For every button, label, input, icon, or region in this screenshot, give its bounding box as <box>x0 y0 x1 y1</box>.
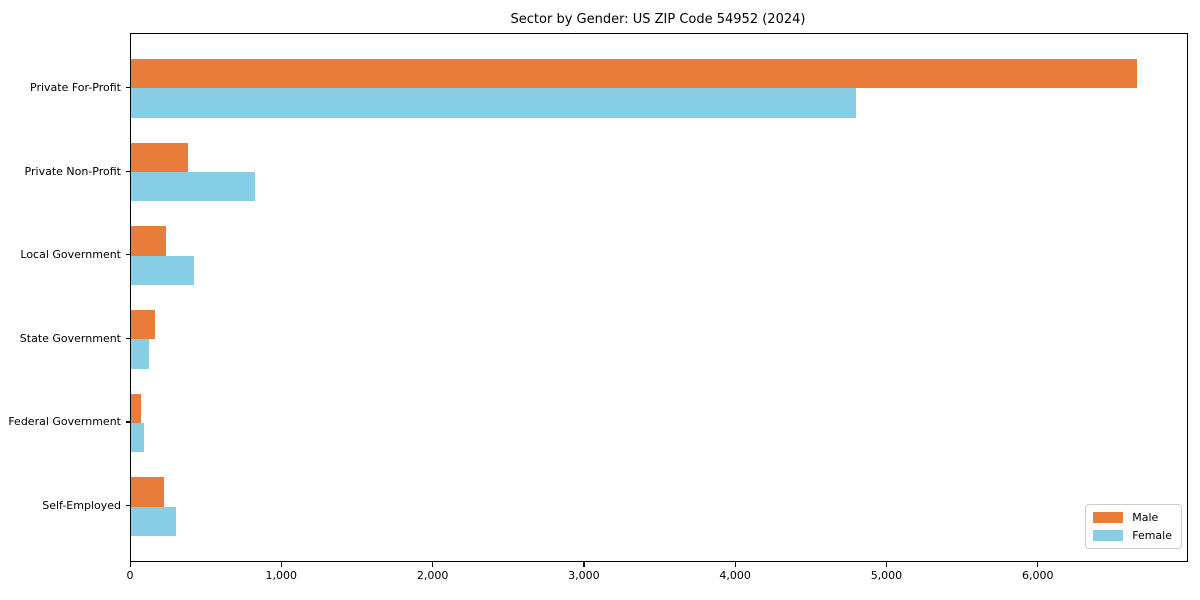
x-tick-mark <box>583 562 585 567</box>
x-tick-label: 4,000 <box>719 569 751 582</box>
bar-male-private-for-profit <box>131 59 1138 89</box>
legend-label: Male <box>1132 511 1159 524</box>
bar-male-self-employed <box>131 477 164 507</box>
x-tick-mark <box>734 562 736 567</box>
legend-item-female: Female <box>1093 529 1172 542</box>
y-tick-label: Private For-Profit <box>30 80 121 94</box>
bar-female-private-non-profit <box>131 172 256 202</box>
plot-area <box>130 33 1188 562</box>
bar-female-private-for-profit <box>131 88 857 118</box>
legend-item-male: Male <box>1093 511 1172 524</box>
x-tick-label: 5,000 <box>870 569 903 582</box>
legend-swatch-male <box>1093 512 1124 523</box>
legend-swatch-female <box>1093 530 1124 541</box>
bar-female-state-government <box>131 339 150 369</box>
y-tick-label: Private Non-Profit <box>24 164 121 178</box>
x-tick-mark <box>129 562 131 567</box>
bar-male-local-government <box>131 226 166 256</box>
y-tick-label: State Government <box>19 331 121 345</box>
x-tick-mark <box>432 562 434 567</box>
x-tick-mark <box>280 562 282 567</box>
bar-female-federal-government <box>131 422 144 453</box>
bar-female-local-government <box>131 255 194 285</box>
y-tick-label: Federal Government <box>8 415 121 429</box>
x-tick-label: 2,000 <box>416 569 449 582</box>
x-tick-label: 0 <box>126 569 134 582</box>
x-tick-label: 3,000 <box>568 569 600 582</box>
y-tick-mark <box>126 86 131 89</box>
y-tick-label: Self-Employed <box>42 499 121 513</box>
y-tick-mark <box>126 254 131 256</box>
x-tick-label: 1,000 <box>265 569 298 582</box>
bar-male-federal-government <box>131 393 141 423</box>
y-tick-label: Local Government <box>20 248 121 262</box>
x-tick-mark <box>885 562 888 567</box>
bar-male-private-non-profit <box>131 142 189 172</box>
bar-male-state-government <box>131 310 156 340</box>
y-tick-mark <box>126 505 131 507</box>
y-tick-mark <box>126 421 131 423</box>
legend-label: Female <box>1132 529 1172 542</box>
legend: Male Female <box>1085 504 1182 549</box>
x-tick-label: 6,000 <box>1021 569 1054 582</box>
x-tick-mark <box>1037 562 1039 567</box>
y-tick-mark <box>126 337 131 339</box>
y-tick-mark <box>126 170 131 172</box>
chart-title: Sector by Gender: US ZIP Code 54952 (202… <box>510 12 806 27</box>
bar-female-self-employed <box>131 506 177 536</box>
